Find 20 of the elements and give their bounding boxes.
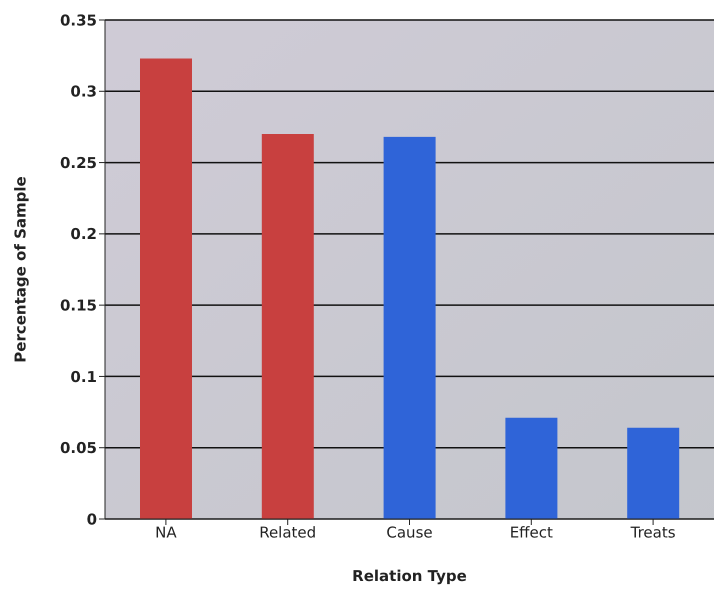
y-tick-label: 0.05 (60, 439, 97, 458)
bar (262, 134, 314, 519)
x-axis-title: Relation Type (352, 567, 467, 585)
x-tick-label: Treats (630, 524, 676, 542)
y-tick-label: 0.25 (60, 154, 97, 172)
y-tick-label: 0 (86, 510, 97, 528)
y-tick-label: 0.2 (70, 225, 97, 244)
x-tick-label: NA (155, 524, 178, 542)
y-tick-label: 0.1 (70, 368, 97, 386)
bar (140, 58, 192, 519)
bar (627, 428, 680, 519)
x-tick-label: Cause (386, 524, 433, 542)
x-tick-label: Related (259, 524, 316, 542)
y-tick-label: 0.35 (60, 11, 97, 30)
y-tick-label: 0.3 (70, 82, 97, 101)
y-tick-label: 0.15 (60, 296, 97, 314)
bar (505, 418, 558, 519)
bar (384, 136, 436, 519)
x-tick-label: Effect (510, 524, 553, 542)
y-axis-title: Percentage of Sample (11, 176, 30, 363)
